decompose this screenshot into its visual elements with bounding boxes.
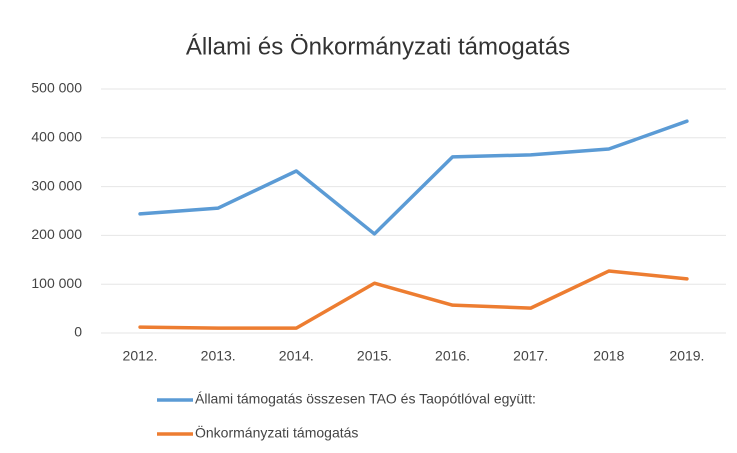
x-tick-label: 2017. — [513, 348, 548, 364]
chart-title: Állami és Önkormányzati támogatás — [186, 33, 570, 60]
y-tick-label: 0 — [74, 324, 82, 340]
y-tick-label: 100 000 — [31, 275, 82, 291]
x-tick-label: 2016. — [435, 348, 470, 364]
x-tick-label: 2012. — [123, 348, 158, 364]
y-tick-label: 200 000 — [31, 226, 82, 242]
y-tick-label: 300 000 — [31, 177, 82, 193]
y-tick-label: 500 000 — [31, 80, 82, 96]
x-tick-label: 2015. — [357, 348, 392, 364]
x-tick-label: 2018 — [593, 348, 624, 364]
x-tick-label: 2013. — [201, 348, 236, 364]
series-line — [138, 119, 689, 236]
legend-label: Önkormányzati támogatás — [195, 424, 358, 441]
legend-label: Állami támogatás összesen TAO és Taopótl… — [195, 391, 536, 407]
x-tick-label: 2019. — [669, 348, 704, 364]
series-line — [138, 269, 689, 330]
x-tick-label: 2014. — [279, 348, 314, 364]
y-tick-label: 400 000 — [31, 129, 82, 145]
